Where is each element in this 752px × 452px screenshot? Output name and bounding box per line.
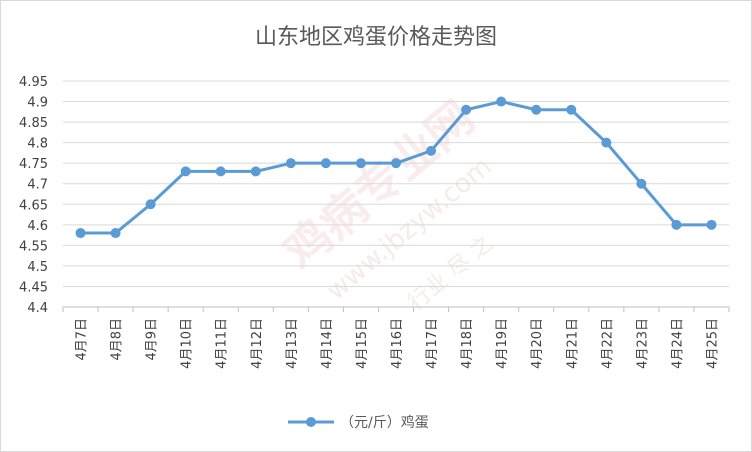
data-point — [75, 228, 86, 239]
data-point — [180, 166, 191, 177]
legend-label: （元/斤）鸡蛋 — [340, 414, 429, 431]
data-point — [706, 219, 717, 230]
y-tick-label: 4.6 — [27, 219, 48, 234]
x-tick-label: 4月9日 — [145, 318, 160, 361]
y-tick-label: 4.4 — [27, 301, 48, 316]
x-tick-label: 4月25日 — [705, 318, 720, 369]
x-tick-label: 4月19日 — [495, 318, 510, 369]
y-tick-label: 4.65 — [19, 198, 48, 213]
y-tick-label: 4.7 — [27, 178, 48, 193]
x-tick-label: 4月23日 — [635, 318, 650, 369]
data-point — [531, 104, 542, 115]
x-tick-label: 4月16日 — [390, 318, 405, 369]
chart-title: 山东地区鸡蛋价格走势图 — [255, 25, 497, 50]
y-tick-label: 4.9 — [27, 96, 48, 111]
data-point — [285, 158, 296, 169]
data-point — [426, 145, 437, 156]
x-tick-label: 4月8日 — [110, 318, 125, 361]
data-point — [215, 166, 226, 177]
watermark: 鸡病专业网 www.jbzyw.com 行业 尽 之 — [273, 90, 498, 315]
y-tick-label: 4.55 — [19, 239, 48, 254]
y-axis: 4.95 4.9 4.85 4.8 4.75 4.7 4.65 4.6 4.55 4.5 4.45 4… — [19, 75, 48, 316]
x-tick-label: 4月10日 — [180, 318, 195, 369]
data-point — [145, 199, 156, 210]
data-point — [671, 219, 682, 230]
x-tick-label: 4月15日 — [355, 318, 370, 369]
x-tick-label: 4月14日 — [320, 318, 335, 369]
data-point — [496, 96, 507, 107]
x-tick-label: 4月7日 — [75, 318, 90, 361]
y-tick-label: 4.8 — [27, 137, 48, 152]
data-point — [461, 104, 472, 115]
x-tick-label: 4月12日 — [250, 318, 265, 369]
x-axis: 4月7日 4月8日 4月9日 4月10日 4月11日 4月12日 4月13日 4月14日 4月1… — [62, 306, 730, 369]
data-point — [391, 158, 401, 169]
x-tick-label: 4月13日 — [285, 318, 300, 369]
legend-point-marker — [306, 417, 316, 427]
x-tick-label: 4月18日 — [460, 318, 475, 369]
legend: （元/斤）鸡蛋 — [288, 414, 429, 431]
x-tick-label: 4月22日 — [600, 318, 615, 369]
x-tick-label: 4月24日 — [670, 318, 685, 369]
data-point — [636, 178, 647, 189]
y-tick-label: 4.5 — [27, 260, 48, 275]
x-tick-label: 4月20日 — [530, 318, 545, 369]
watermark-tagline: 行业 尽 之 — [404, 231, 498, 316]
data-point — [320, 158, 331, 169]
y-tick-label: 4.45 — [19, 280, 48, 295]
x-tick-label: 4月21日 — [565, 318, 580, 369]
x-tick-label: 4月17日 — [425, 318, 440, 369]
data-point — [566, 104, 577, 115]
x-tick-label: 4月11日 — [215, 318, 230, 369]
data-point — [355, 158, 366, 169]
data-point — [250, 166, 261, 177]
series-eggs — [75, 96, 717, 239]
y-tick-label: 4.75 — [19, 157, 48, 172]
data-point — [601, 137, 612, 148]
y-tick-label: 4.95 — [19, 75, 48, 90]
data-point — [110, 228, 121, 239]
y-tick-label: 4.85 — [19, 116, 48, 131]
